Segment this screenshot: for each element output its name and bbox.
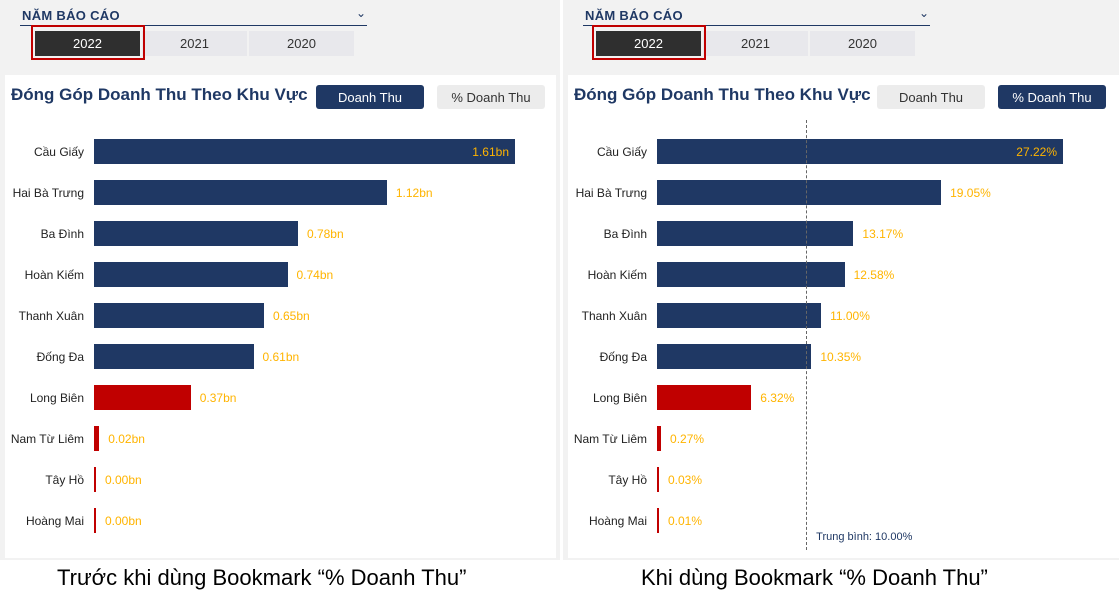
category-label: Ba Đình (40, 227, 84, 241)
category-label: Long Biên (592, 391, 647, 405)
data-label: 0.61bn (262, 350, 300, 364)
category-label: Thanh Xuân (18, 309, 84, 323)
category-label: Tây Hồ (45, 473, 84, 487)
category-label: Tây Hồ (608, 473, 647, 487)
year-slicer-title: NĂM BÁO CÁO (22, 8, 120, 23)
year-slicer-title: NĂM BÁO CÁO (585, 8, 683, 23)
bar[interactable] (94, 221, 298, 246)
category-label: Hai Bà Trưng (12, 186, 84, 200)
category-label: Nam Từ Liêm (573, 432, 647, 446)
selection-highlight (31, 25, 145, 60)
year-2022-button[interactable]: 2022 (596, 31, 701, 56)
data-label: 6.32% (760, 391, 795, 405)
revenue-bookmark-button[interactable]: Doanh Thu (877, 85, 985, 109)
category-label: Hai Bà Trưng (575, 186, 647, 200)
bar[interactable] (94, 508, 96, 533)
bar[interactable] (657, 467, 659, 492)
average-line (806, 120, 808, 550)
bar[interactable] (657, 344, 812, 369)
bar[interactable] (94, 385, 191, 410)
bar[interactable] (657, 262, 845, 287)
data-label: 0.78bn (306, 227, 344, 241)
slicer-underline (20, 25, 367, 26)
data-label: 0.01% (668, 514, 703, 528)
category-label: Hoàn Kiếm (587, 268, 647, 282)
bar[interactable] (657, 385, 752, 410)
bar[interactable] (657, 508, 659, 533)
data-label: 1.61bn (472, 145, 509, 159)
right-report-panel: NĂM BÁO CÁO ⌄ 2022 2021 2020 Đóng Góp Do… (563, 0, 1119, 560)
selection-highlight (592, 25, 706, 60)
data-label: 0.37bn (199, 391, 237, 405)
year-2022-button[interactable]: 2022 (35, 31, 140, 56)
bar[interactable] (94, 426, 100, 451)
revenue-bookmark-button[interactable]: Doanh Thu (316, 85, 424, 109)
bar[interactable] (94, 139, 515, 164)
caption-before: Trước khi dùng Bookmark “% Doanh Thu” (57, 565, 467, 590)
bar[interactable] (94, 344, 254, 369)
left-report-panel: NĂM BÁO CÁO ⌄ 2022 2021 2020 Đóng Góp Do… (0, 0, 560, 560)
bar[interactable] (657, 180, 942, 205)
category-label: Đống Đa (599, 350, 647, 364)
data-label: 13.17% (862, 227, 904, 241)
bar[interactable] (94, 262, 288, 287)
category-label: Thanh Xuân (581, 309, 647, 323)
data-label: 11.00% (830, 309, 870, 323)
data-label: 27.22% (1016, 145, 1057, 159)
bar[interactable] (657, 426, 662, 451)
category-label: Hoàng Mai (588, 514, 647, 528)
category-label: Ba Đình (603, 227, 647, 241)
data-label: 0.03% (668, 473, 703, 487)
category-label: Hoàng Mai (25, 514, 84, 528)
data-label: 0.02bn (108, 432, 145, 446)
data-label: 0.00bn (105, 514, 142, 528)
percent-revenue-bookmark-button[interactable]: % Doanh Thu (437, 85, 545, 109)
category-label: Cầu Giấy (596, 145, 647, 159)
bar[interactable] (657, 139, 1063, 164)
data-label: 19.05% (950, 186, 991, 200)
year-2021-button[interactable]: 2021 (142, 31, 247, 56)
category-label: Hoàn Kiếm (24, 268, 84, 282)
category-label: Long Biên (29, 391, 84, 405)
year-2021-button[interactable]: 2021 (703, 31, 808, 56)
data-label: 0.74bn (296, 268, 334, 282)
data-label: 0.27% (670, 432, 705, 446)
bar[interactable] (657, 221, 854, 246)
bar[interactable] (94, 303, 264, 328)
revenue-bar-chart: Cầu Giấy 1.61bn Hai Bà Trưng 1.12bn Ba Đình 0… (5, 75, 556, 558)
data-label: 0.00bn (105, 473, 142, 487)
data-label: 12.58% (853, 268, 895, 282)
data-label: 0.65bn (272, 309, 310, 323)
bar[interactable] (657, 303, 822, 328)
chevron-down-icon[interactable]: ⌄ (919, 6, 930, 20)
card-title: Đóng Góp Doanh Thu Theo Khu Vực (11, 85, 308, 104)
data-label: 1.12bn (395, 186, 433, 200)
category-label: Cầu Giấy (33, 145, 84, 159)
bar[interactable] (94, 180, 387, 205)
year-2020-button[interactable]: 2020 (810, 31, 915, 56)
card-title: Đóng Góp Doanh Thu Theo Khu Vực (574, 85, 871, 104)
slicer-underline (583, 25, 930, 26)
bar[interactable] (94, 467, 96, 492)
category-label: Nam Từ Liêm (10, 432, 84, 446)
percent-revenue-bookmark-button[interactable]: % Doanh Thu (998, 85, 1106, 109)
revenue-card: Đóng Góp Doanh Thu Theo Khu Vực Doanh Th… (568, 75, 1119, 558)
category-label: Đống Đa (36, 350, 84, 364)
revenue-card: Đóng Góp Doanh Thu Theo Khu Vực Doanh Th… (5, 75, 556, 558)
average-label: Trung bình: 10.00% (816, 531, 913, 543)
data-label: 10.35% (820, 350, 862, 364)
chevron-down-icon[interactable]: ⌄ (356, 6, 367, 20)
year-2020-button[interactable]: 2020 (249, 31, 354, 56)
percent-revenue-bar-chart: Cầu Giấy 27.22% Hai Bà Trưng 19.05% Ba Đình 1… (568, 75, 1119, 558)
caption-after: Khi dùng Bookmark “% Doanh Thu” (641, 565, 988, 590)
